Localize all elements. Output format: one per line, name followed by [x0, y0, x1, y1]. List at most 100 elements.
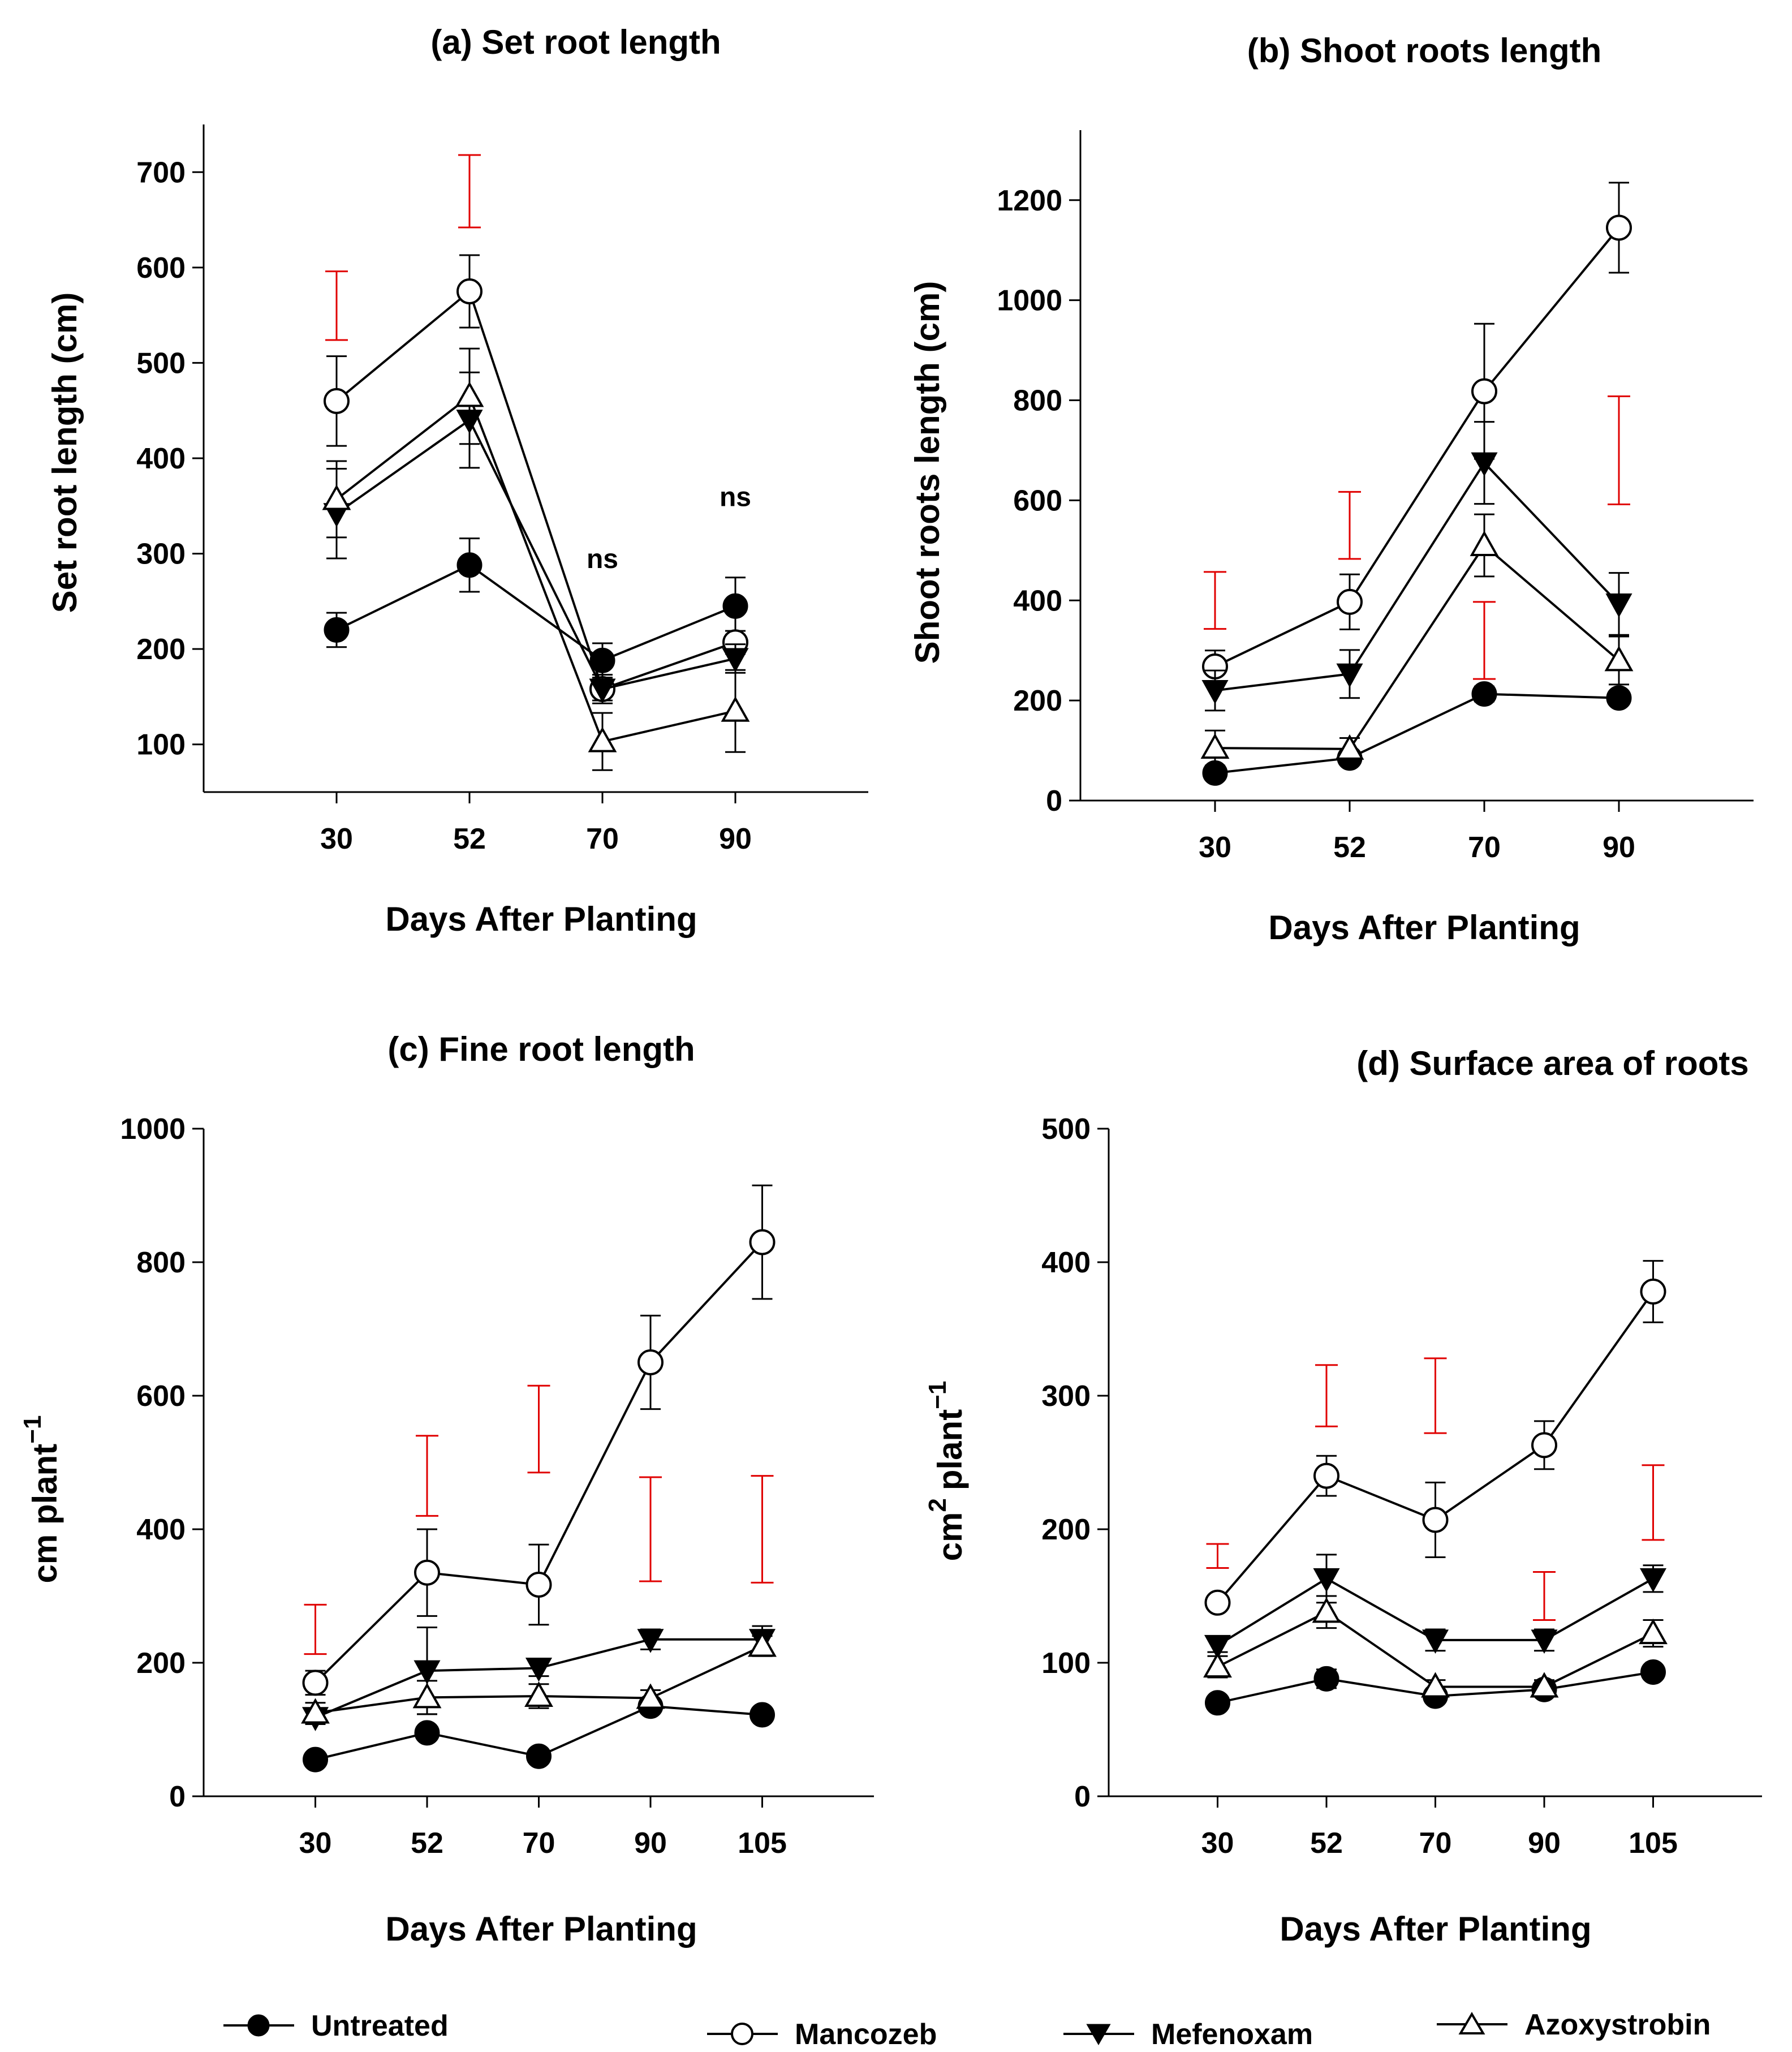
panel-a-series-untreated-line: [336, 563, 736, 662]
panel-c-series-untreated-point-52: [414, 1720, 440, 1746]
panel-d-series-untreated-point-30: [1205, 1690, 1230, 1716]
panel-d-series-mefenoxam-point-30: [1204, 1634, 1231, 1659]
panel-b-ytick-label-800: 800: [1013, 385, 1062, 418]
panel-b-series-azoxystrobin: [1200, 513, 1634, 767]
panel-b-plot: 0 200 400 600 800 1000 1200 30 52 70 90: [997, 130, 1754, 864]
panel-d-series-azoxystrobin-point-105: [1639, 1619, 1668, 1645]
panel-d-series-untreated-point-52: [1313, 1666, 1339, 1692]
panel-b-ytick-label-600: 600: [1013, 484, 1062, 517]
panel-b-series-mancozeb-point-70: [1471, 378, 1497, 405]
panel-c-lsd-bar-30: [304, 1603, 327, 1655]
panel-d-title: (d) Surface area of roots: [1356, 1044, 1749, 1082]
panel-d-lsd-bar-52: [1315, 1364, 1338, 1427]
panel-d-xtick-label-30: 30: [1201, 1827, 1234, 1860]
panel-d-xtick-label-70: 70: [1419, 1827, 1452, 1860]
panel-a-title: (a) Set root length: [430, 23, 721, 61]
panel-c-series-mefenoxam-point-90: [637, 1629, 664, 1653]
panel-c-lsd-bar-105: [751, 1475, 774, 1584]
panel-a-series-mancozeb-line: [335, 289, 736, 691]
panel-d-plot: 0 100 200 300 400 500 30 52 70 90 105: [1041, 1113, 1762, 1860]
panel-d-ylabel-tail: plant: [931, 1409, 969, 1490]
panel-c-series-untreated-point-105: [749, 1702, 775, 1728]
panel-c-xtick-label-52: 52: [411, 1827, 443, 1860]
panel-d-series-mancozeb-point-105: [1640, 1278, 1666, 1305]
panel-c-series-azoxystrobin-point-52: [412, 1683, 442, 1709]
legend-item-azoxystrobin: Azoxystrobin: [1437, 2008, 1711, 2041]
panel-a-ytick-label-500: 500: [136, 347, 186, 380]
panel-a-xtick-label-90: 90: [719, 823, 752, 855]
panel-d-ylabel-main: cm: [931, 1512, 969, 1561]
panel-d-xtick-label-90: 90: [1528, 1827, 1561, 1860]
panel-b-title: (b) Shoot roots length: [1247, 32, 1602, 70]
panel-b-lsd-bar-52: [1338, 491, 1361, 560]
panel-c-lsd-bar-70: [527, 1384, 550, 1474]
panel-b-ytick-label-200: 200: [1013, 685, 1062, 717]
panel-c-series-mancozeb: [302, 1184, 776, 1696]
panel-a-xtick-label-30: 30: [320, 823, 353, 855]
panel-d-series-mefenoxam-point-90: [1531, 1629, 1558, 1654]
panel-d-xtick-label-52: 52: [1310, 1827, 1343, 1860]
panel-c-xtick-label-105: 105: [738, 1827, 787, 1860]
panel-a-series-azoxystrobin: [322, 347, 750, 771]
panel-c-lsd-bar-52: [416, 1435, 438, 1517]
panel-b-series-mancozeb-line: [1214, 227, 1620, 668]
panel-a-annotation-90: ns: [720, 482, 751, 512]
panel-b-series-azoxystrobin-line: [1214, 544, 1620, 750]
panel-a-series-untreated-point-52: [456, 552, 483, 578]
panel-c-series-mancozeb-point-70: [525, 1571, 552, 1598]
panel-b-ylabel: Shoot roots length (cm): [908, 281, 946, 664]
panel-a-series-azoxystrobin-point-90: [721, 696, 750, 722]
panel-a-plot: 100 200 300 400 500 600 700 30 52 70 90 ns ns: [136, 124, 868, 855]
panel-b-ytick-label-1000: 1000: [997, 285, 1062, 317]
legend-label-azoxystrobin: Azoxystrobin: [1524, 2008, 1711, 2041]
panel-b-series-mancozeb-point-90: [1606, 214, 1632, 241]
panel-c-series-azoxystrobin-point-70: [524, 1681, 553, 1707]
panel-b-series-mefenoxam-line: [1214, 461, 1620, 692]
panel-c-lsd-bar-90: [639, 1476, 662, 1582]
panel-c-ytick-label-1000: 1000: [120, 1113, 186, 1146]
panel-a-series-mefenoxam-line: [335, 418, 736, 691]
legend-marker-untreated: [247, 2014, 270, 2037]
panel-d-series-azoxystrobin: [1203, 1595, 1668, 1698]
panel-d-ylabel-sup: 2: [924, 1498, 951, 1512]
panel-c-series-untreated-point-70: [526, 1743, 552, 1769]
panel-b-xtick-label-90: 90: [1603, 831, 1635, 864]
panel-a-series-mefenoxam-point-70: [589, 678, 616, 703]
legend-label-mancozeb: Mancozeb: [795, 2018, 937, 2051]
panel-a-ytick-label-700: 700: [136, 156, 186, 189]
panel-d-series-mefenoxam: [1204, 1554, 1667, 1659]
panel-a-xlabel: Days After Planting: [385, 900, 697, 938]
panel-b-series-azoxystrobin-point-70: [1470, 530, 1499, 556]
panel-d-series-mancozeb: [1204, 1260, 1666, 1616]
panel-c-ylabel-main: cm plant: [26, 1444, 64, 1584]
panel-b-xtick-label-30: 30: [1199, 831, 1231, 864]
panel-c-plot: 0 200 400 600 800 1000 30 52 70 90 105: [120, 1113, 874, 1860]
panel-a-series-untreated-point-70: [589, 647, 615, 673]
panel-b-lsd-bar-90: [1608, 395, 1630, 505]
panel-b-series-mefenoxam-point-52: [1336, 663, 1363, 688]
legend-marker-mancozeb: [731, 2023, 753, 2045]
legend-item-mefenoxam: Mefenoxam: [1063, 2018, 1313, 2051]
panel-d-lsd-bar-30: [1206, 1543, 1229, 1569]
panel-a-series-azoxystrobin-point-70: [588, 726, 617, 752]
panel-d-series-mefenoxam-point-105: [1639, 1568, 1667, 1593]
panel-d-series-mancozeb-point-30: [1204, 1589, 1231, 1616]
panel-c-ylabel: cm plant−1: [19, 1416, 64, 1584]
panel-c-ytick-label-200: 200: [136, 1647, 186, 1680]
panel-a-series-untreated: [324, 537, 748, 679]
panel-a-series-mefenoxam-point-90: [722, 648, 749, 673]
panel-d-series-azoxystrobin-point-90: [1530, 1672, 1559, 1698]
panel-c-ytick-label-400: 400: [136, 1513, 186, 1546]
panel-d-series-azoxystrobin-point-52: [1312, 1597, 1341, 1623]
panel-d-lsd-bar-90: [1533, 1571, 1556, 1621]
panel-d-series-untreated-point-105: [1640, 1659, 1666, 1685]
panel-d-ytick-label-400: 400: [1041, 1246, 1091, 1279]
panel-d-series-mancozeb-point-90: [1531, 1432, 1557, 1459]
panel-c-series-azoxystrobin-point-30: [301, 1698, 330, 1724]
panel-b-xtick-label-52: 52: [1333, 831, 1366, 864]
panel-a-series-mancozeb-point-52: [456, 278, 483, 304]
panel-d-series-mefenoxam-point-70: [1421, 1629, 1449, 1654]
panel-b-series-azoxystrobin-point-90: [1604, 646, 1634, 672]
panel-d-ytick-label-200: 200: [1041, 1513, 1091, 1546]
